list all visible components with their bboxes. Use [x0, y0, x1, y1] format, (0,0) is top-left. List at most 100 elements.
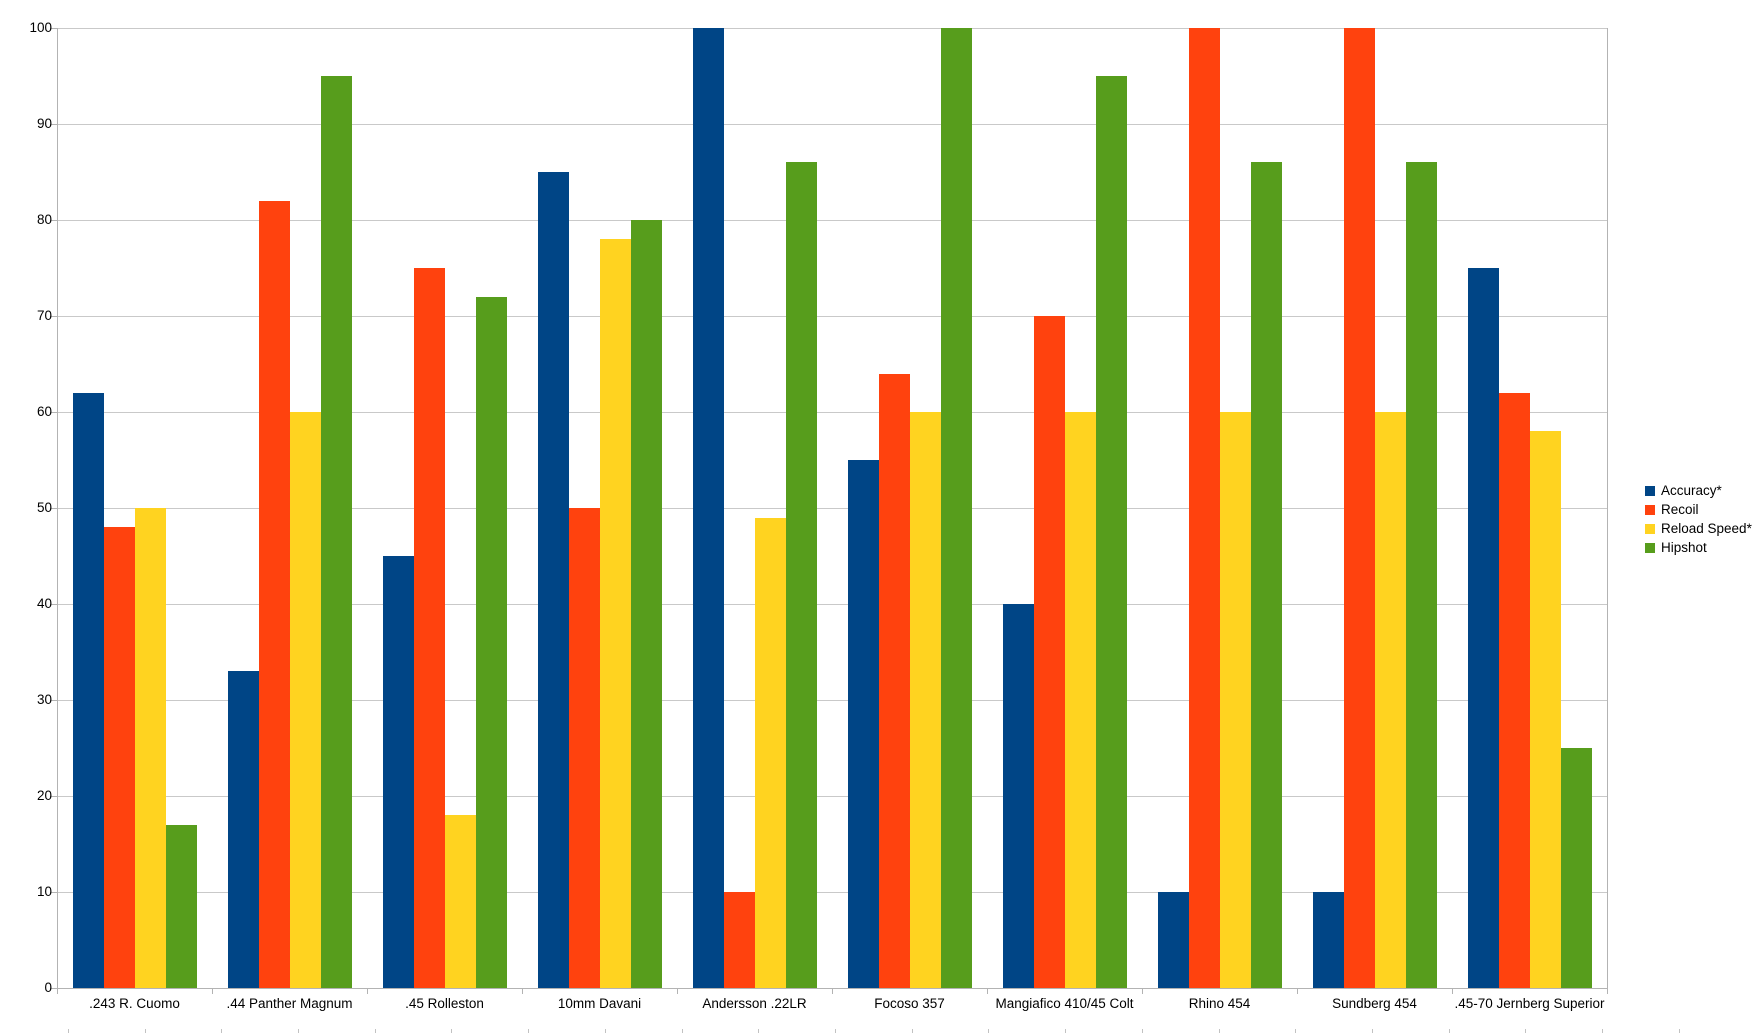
- cell-border-stub: [528, 1029, 529, 1033]
- gridline: [57, 700, 1607, 701]
- cell-border-stub: [298, 1029, 299, 1033]
- bar-hipshot: [1560, 748, 1592, 988]
- gridline: [57, 124, 1607, 125]
- bar-reload-speed: [1529, 431, 1561, 988]
- bar-accuracy: [1312, 892, 1344, 988]
- bar-recoil: [568, 508, 600, 988]
- cell-border-stub: [682, 1029, 683, 1033]
- x-tick-mark: [1142, 988, 1143, 994]
- bar-recoil: [1188, 28, 1220, 988]
- bar-recoil: [103, 527, 135, 988]
- x-tick-mark: [367, 988, 368, 994]
- bar-accuracy: [227, 671, 259, 988]
- gridline: [57, 316, 1607, 317]
- bar-recoil: [258, 200, 290, 988]
- x-category-label: 10mm Davani: [557, 996, 642, 1011]
- plot-right-border: [1607, 28, 1608, 989]
- cell-border-stub: [1679, 1029, 1680, 1033]
- cell-border-stub: [145, 1029, 146, 1033]
- bar-reload-speed: [289, 412, 321, 988]
- bar-reload-speed: [1374, 412, 1406, 988]
- y-tick-label: 10: [36, 884, 52, 899]
- x-category-label: .45-70 Jernberg Superior: [1454, 996, 1605, 1011]
- bar-recoil: [1033, 316, 1065, 988]
- cell-border-stub: [758, 1029, 759, 1033]
- bar-hipshot: [1250, 162, 1282, 988]
- gridline: [57, 28, 1607, 29]
- bar-accuracy: [537, 172, 569, 988]
- bar-accuracy: [382, 556, 414, 988]
- x-tick-mark: [987, 988, 988, 994]
- gridline: [57, 412, 1607, 413]
- cell-border-stub: [835, 1029, 836, 1033]
- legend-label: Hipshot: [1661, 540, 1707, 555]
- y-tick-mark: [50, 988, 57, 989]
- bar-accuracy: [1157, 892, 1189, 988]
- y-axis-line: [57, 28, 58, 989]
- bar-recoil: [878, 373, 910, 988]
- bar-accuracy: [1002, 604, 1034, 988]
- y-tick-mark: [50, 796, 57, 797]
- legend-marker-icon: [1645, 543, 1655, 553]
- y-tick-mark: [50, 508, 57, 509]
- cell-border-stub: [1525, 1029, 1526, 1033]
- bar-reload-speed: [599, 239, 631, 988]
- y-tick-mark: [50, 412, 57, 413]
- cell-border-stub: [1295, 1029, 1296, 1033]
- bar-accuracy: [692, 28, 724, 988]
- cell-border-stub: [1449, 1029, 1450, 1033]
- y-tick-label: 30: [36, 692, 52, 707]
- bar-recoil: [1343, 28, 1375, 988]
- legend-label: Recoil: [1661, 502, 1699, 517]
- y-tick-label: 80: [36, 212, 52, 227]
- bar-reload-speed: [909, 412, 941, 988]
- bar-recoil: [413, 268, 445, 988]
- gridline: [57, 892, 1607, 893]
- legend-label: Reload Speed*: [1661, 521, 1752, 536]
- cell-border-stub: [451, 1029, 452, 1033]
- x-category-label: Sundberg 454: [1332, 996, 1417, 1011]
- x-category-label: .44 Panther Magnum: [226, 996, 353, 1011]
- bar-reload-speed: [1219, 412, 1251, 988]
- y-tick-label: 100: [29, 20, 52, 35]
- x-tick-mark: [57, 988, 58, 994]
- bar-hipshot: [475, 296, 507, 988]
- bar-hipshot: [940, 28, 972, 988]
- legend-marker-icon: [1645, 524, 1655, 534]
- cell-border-stub: [221, 1029, 222, 1033]
- bar-reload-speed: [1064, 412, 1096, 988]
- x-tick-mark: [1297, 988, 1298, 994]
- y-tick-label: 60: [36, 404, 52, 419]
- legend-item: Accuracy*: [1645, 482, 1722, 501]
- cell-border-stub: [988, 1029, 989, 1033]
- bar-reload-speed: [444, 815, 476, 988]
- x-category-label: .243 R. Cuomo: [89, 996, 180, 1011]
- cell-border-stub: [1602, 1029, 1603, 1033]
- cell-border-stub: [1065, 1029, 1066, 1033]
- bar-reload-speed: [134, 508, 166, 988]
- bar-hipshot: [165, 824, 197, 988]
- gridline: [57, 220, 1607, 221]
- legend-item: Reload Speed*: [1645, 520, 1752, 539]
- x-category-label: Andersson .22LR: [702, 996, 807, 1011]
- y-tick-mark: [50, 604, 57, 605]
- bar-hipshot: [785, 162, 817, 988]
- legend-item: Hipshot: [1645, 539, 1707, 558]
- bar-accuracy: [1467, 268, 1499, 988]
- y-tick-label: 70: [36, 308, 52, 323]
- x-category-label: Rhino 454: [1188, 996, 1251, 1011]
- x-tick-mark: [212, 988, 213, 994]
- y-tick-mark: [50, 124, 57, 125]
- cell-border-stub: [1219, 1029, 1220, 1033]
- bar-reload-speed: [754, 517, 786, 988]
- y-tick-mark: [50, 28, 57, 29]
- gridline: [57, 796, 1607, 797]
- cell-border-stub: [1142, 1029, 1143, 1033]
- x-category-label: .45 Rolleston: [405, 996, 484, 1011]
- legend-label: Accuracy*: [1661, 483, 1722, 498]
- y-tick-mark: [50, 892, 57, 893]
- y-tick-label: 20: [36, 788, 52, 803]
- bar-hipshot: [630, 220, 662, 988]
- bar-hipshot: [1095, 76, 1127, 988]
